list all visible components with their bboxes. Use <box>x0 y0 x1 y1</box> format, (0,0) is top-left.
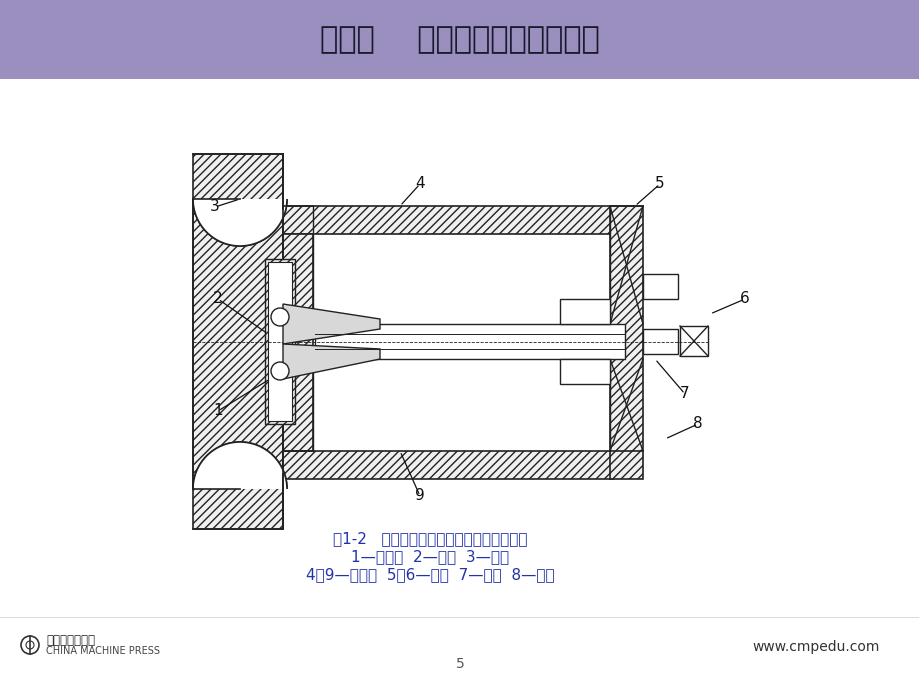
Text: 第一章    构件的受力分析与计算: 第一章 构件的受力分析与计算 <box>320 25 599 54</box>
Text: 4: 4 <box>414 176 425 192</box>
Polygon shape <box>283 304 380 344</box>
Bar <box>193 154 283 529</box>
Bar <box>560 359 609 384</box>
Bar <box>609 206 642 479</box>
Text: 8: 8 <box>692 416 702 431</box>
Text: 5: 5 <box>654 176 664 192</box>
Bar <box>0 0 919 79</box>
Wedge shape <box>193 199 287 246</box>
Text: www.cmpedu.com: www.cmpedu.com <box>752 640 879 654</box>
Text: 9: 9 <box>414 489 425 504</box>
Text: 1—张紧圈  2—轴承  3—工件: 1—张紧圈 2—轴承 3—工件 <box>350 550 508 564</box>
Bar <box>560 299 609 324</box>
Text: 1: 1 <box>213 404 222 418</box>
Circle shape <box>271 362 289 380</box>
Bar <box>283 451 612 479</box>
Bar <box>312 234 609 451</box>
Text: 2: 2 <box>213 291 222 307</box>
Bar <box>283 234 312 451</box>
Bar <box>269 264 289 419</box>
Text: 图1-2   退出轴承时力的作用点和方向的选择: 图1-2 退出轴承时力的作用点和方向的选择 <box>333 531 527 546</box>
Bar <box>679 326 708 356</box>
Text: 7: 7 <box>679 387 689 402</box>
Polygon shape <box>283 344 380 379</box>
Text: 5: 5 <box>455 657 464 671</box>
Text: 3: 3 <box>210 200 220 214</box>
Bar <box>267 262 291 421</box>
Circle shape <box>271 308 289 326</box>
Bar <box>265 259 295 424</box>
Text: 机械工业出版社: 机械工业出版社 <box>46 633 95 646</box>
Text: 4、9—等高块  5、6—螺母  7—吊杆  8—压块: 4、9—等高块 5、6—螺母 7—吊杆 8—压块 <box>305 568 554 582</box>
Text: 6: 6 <box>739 291 749 307</box>
Wedge shape <box>193 442 287 489</box>
Bar <box>314 324 624 359</box>
Bar <box>283 206 612 234</box>
Bar <box>642 329 677 354</box>
Bar <box>642 274 677 299</box>
Text: CHINA MACHINE PRESS: CHINA MACHINE PRESS <box>46 646 160 656</box>
